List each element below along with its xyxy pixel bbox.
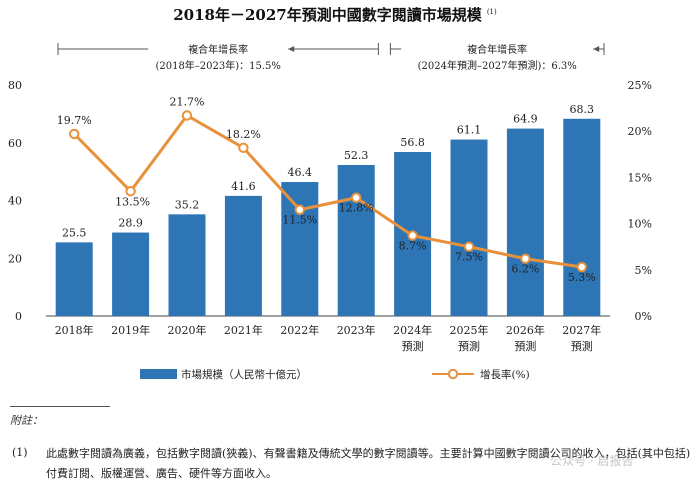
legend: 市場規模（人民幣十億元） 增長率(%) — [140, 368, 530, 381]
growth-rate-point — [238, 142, 249, 154]
y-right-tick-label: 10% — [628, 218, 652, 231]
y-left-tick-label: 0 — [15, 310, 22, 323]
x-category-label: 2018年 — [55, 323, 94, 337]
x-category-label: 2022年 — [280, 323, 319, 337]
growth-rate-point — [576, 261, 587, 273]
cagr-label-line1: 複合年增長率 — [467, 43, 527, 56]
market-size-bar — [112, 232, 150, 316]
footnote-divider — [10, 406, 110, 407]
x-category-label: 2027年 — [562, 323, 601, 337]
cagr-label-line2: (2018年–2023年)：15.5% — [155, 59, 280, 72]
market-size-value-label: 52.3 — [344, 149, 369, 162]
chart-canvas: 2018年－2027年預測中國數字閱讀市場規模 (1) 複合年增長率 (2018年… — [8, 5, 652, 381]
market-size-value-label: 28.9 — [118, 217, 143, 230]
market-size-bar — [563, 118, 601, 316]
axes: 0 20 40 60 80 0% 5% 10% 15% 20% 25% 2018年 2019年 2020年… — [8, 79, 652, 353]
y-left-tick-label: 20 — [8, 252, 22, 265]
market-size-value-label: 68.3 — [570, 103, 595, 116]
x-category-label: 2024年 — [393, 323, 432, 337]
x-category-label: 2019年 — [111, 323, 150, 337]
growth-rate-point — [125, 186, 136, 197]
market-size-value-label: 41.6 — [231, 180, 256, 193]
growth-rate-value-label: 11.5% — [282, 214, 317, 227]
cagr-arrow-icon — [593, 46, 600, 52]
x-category-label: 2025年 — [450, 323, 489, 337]
growth-rate-point — [407, 230, 418, 241]
growth-rate-line — [73, 113, 583, 269]
growth-rate-value-label: 6.2% — [511, 263, 539, 276]
market-size-value-label: 35.2 — [175, 198, 200, 211]
growth-rate-value-label: 13.5% — [115, 195, 150, 208]
footnote-number: (1) — [12, 446, 28, 459]
x-category-label: 預測 — [571, 339, 593, 353]
footnote-text: 此處數字閱讀為廣義，包括數字閱讀(狹義)、有聲書籍及傳統文學的數字閱讀等。主要計… — [46, 447, 691, 480]
market-size-bar — [450, 139, 488, 316]
market-size-value-label: 64.9 — [513, 113, 538, 126]
growth-rate-point — [463, 241, 475, 252]
growth-rate-point — [520, 253, 531, 264]
growth-rate-value-label: 5.3% — [568, 271, 596, 284]
x-category-label: 預測 — [458, 339, 480, 353]
growth-rate-point — [69, 128, 80, 140]
watermark: 公众号 · 启报告 — [550, 454, 634, 468]
cagr-arrow-icon — [288, 46, 295, 52]
x-category-label: 2020年 — [168, 323, 207, 337]
x-category-label: 2026年 — [506, 323, 545, 337]
market-size-bar — [281, 182, 319, 316]
market-size-bar — [224, 195, 262, 316]
growth-rate-value-label: 7.5% — [455, 251, 483, 264]
market-size-bar — [337, 164, 375, 316]
y-left-tick-label: 60 — [8, 137, 22, 150]
chart-title-text: 2018年－2027年預測中國數字閱讀市場規模 — [173, 6, 482, 24]
cagr-label-line1: 複合年增長率 — [188, 43, 248, 56]
growth-rate-value-label: 21.7% — [170, 95, 205, 108]
legend-line-label: 增長率(%) — [480, 368, 530, 381]
y-left-tick-label: 40 — [8, 195, 22, 208]
footnote-heading: 附註： — [10, 414, 43, 427]
growth-rate-value-label: 19.7% — [57, 114, 92, 127]
x-category-label: 預測 — [514, 339, 536, 353]
growth-rate-value-label: 18.2% — [226, 128, 261, 141]
cagr-label-line2: (2024年預測–2027年預測)：6.3% — [418, 59, 577, 72]
cagr-annotations: 複合年增長率 (2018年–2023年)：15.5% 複合年增長率 (2024年預測–… — [57, 43, 605, 72]
y-right-tick-label: 15% — [628, 171, 652, 184]
market-size-value-label: 25.5 — [62, 226, 87, 239]
growth-rate-point — [351, 192, 362, 203]
legend-bar-swatch — [140, 369, 177, 379]
chart-title-footnote-marker: (1) — [487, 8, 497, 16]
y-right-tick-label: 5% — [635, 264, 652, 277]
growth-rate-point — [181, 110, 193, 121]
market-size-bar — [168, 214, 206, 316]
market-size-bar — [55, 242, 93, 316]
legend-line-marker — [447, 368, 459, 380]
x-category-label: 2021年 — [224, 323, 263, 337]
legend-bar-label: 市場規模（人民幣十億元） — [181, 368, 307, 381]
growth-line-series: 19.7% 13.5% 21.7% 18.2% 11.5% 12.8% 8.7% 7.5% 6.… — [57, 95, 596, 284]
y-right-tick-label: 0% — [635, 310, 652, 323]
y-right-tick-label: 20% — [628, 125, 652, 138]
growth-rate-point — [294, 204, 305, 215]
growth-rate-value-label: 12.8% — [339, 202, 374, 215]
market-size-bar — [506, 128, 544, 316]
x-category-label: 預測 — [402, 339, 424, 353]
market-size-value-label: 61.1 — [457, 124, 482, 137]
market-size-value-label: 46.4 — [288, 166, 313, 179]
bar-series: 25.5 28.9 35.2 41.6 46.4 52.3 56.8 61.1 64.9 68.3 — [55, 103, 601, 316]
market-size-value-label: 56.8 — [400, 136, 425, 149]
growth-rate-value-label: 8.7% — [399, 240, 427, 253]
y-right-tick-label: 25% — [628, 79, 652, 92]
y-left-tick-label: 80 — [8, 79, 22, 92]
chart-title: 2018年－2027年預測中國數字閱讀市場規模 (1) — [173, 5, 497, 24]
x-category-label: 2023年 — [337, 323, 376, 337]
